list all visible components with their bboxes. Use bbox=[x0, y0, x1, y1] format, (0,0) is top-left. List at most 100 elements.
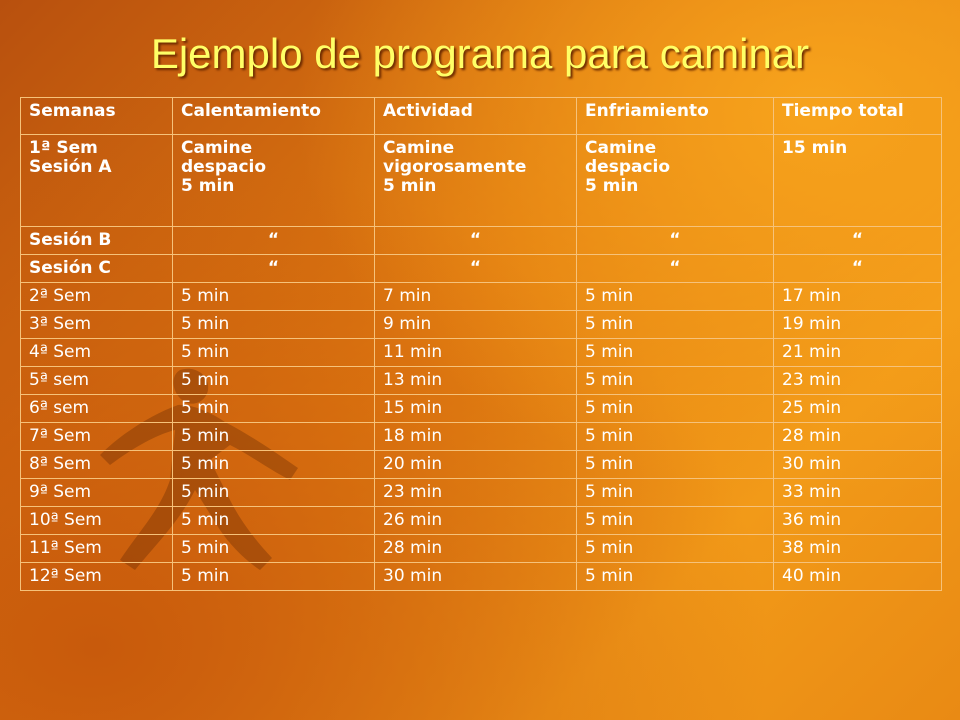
total-cell: 17 min bbox=[773, 282, 942, 311]
ditto-mark: “ bbox=[576, 226, 774, 255]
session-label: Sesión C bbox=[20, 254, 173, 283]
total-cell: 33 min bbox=[773, 478, 942, 507]
table-row: 5ª sem 5 min 13 min 5 min 23 min bbox=[20, 366, 942, 395]
ditto-mark: “ bbox=[374, 254, 577, 283]
week-cell: 11ª Sem bbox=[20, 534, 173, 563]
activity-line: Camine bbox=[383, 138, 455, 158]
warmup-cell: 5 min bbox=[172, 282, 375, 311]
ditto-mark: “ bbox=[576, 254, 774, 283]
week-cell: 7ª Sem bbox=[20, 422, 173, 451]
warmup-cell: 5 min bbox=[172, 394, 375, 423]
activity-cell: 28 min bbox=[374, 534, 577, 563]
header-calentamiento: Calentamiento bbox=[172, 97, 375, 135]
warmup-cell: 5 min bbox=[172, 506, 375, 535]
cooldown-cell: 5 min bbox=[576, 282, 774, 311]
total-cell: 30 min bbox=[773, 450, 942, 479]
table-row: 10ª Sem 5 min 26 min 5 min 36 min bbox=[20, 506, 942, 535]
warmup-cell: Camine despacio 5 min bbox=[172, 134, 375, 227]
activity-cell: 9 min bbox=[374, 310, 577, 339]
table-row-session-c: Sesión C “ “ “ “ bbox=[20, 254, 942, 283]
table-row-week1-session-a: 1ª Sem Sesión A Camine despacio 5 min Ca… bbox=[20, 134, 942, 227]
cooldown-line: despacio bbox=[585, 157, 671, 177]
table-row: 6ª sem 5 min 15 min 5 min 25 min bbox=[20, 394, 942, 423]
warmup-line: despacio bbox=[181, 157, 267, 177]
activity-cell: 20 min bbox=[374, 450, 577, 479]
ditto-mark: “ bbox=[172, 226, 375, 255]
cooldown-cell: 5 min bbox=[576, 310, 774, 339]
cooldown-cell: 5 min bbox=[576, 422, 774, 451]
warmup-line: 5 min bbox=[181, 176, 235, 196]
warmup-cell: 5 min bbox=[172, 534, 375, 563]
week-cell: 6ª sem bbox=[20, 394, 173, 423]
warmup-cell: 5 min bbox=[172, 338, 375, 367]
warmup-cell: 5 min bbox=[172, 366, 375, 395]
week-cell: 2ª Sem bbox=[20, 282, 173, 311]
header-enfriamiento: Enfriamiento bbox=[576, 97, 774, 135]
header-semanas: Semanas bbox=[20, 97, 173, 135]
week-cell: 1ª Sem Sesión A bbox=[20, 134, 173, 227]
total-cell: 25 min bbox=[773, 394, 942, 423]
total-cell: 21 min bbox=[773, 338, 942, 367]
activity-cell: 13 min bbox=[374, 366, 577, 395]
week-cell: 10ª Sem bbox=[20, 506, 173, 535]
cooldown-cell: 5 min bbox=[576, 450, 774, 479]
warmup-cell: 5 min bbox=[172, 478, 375, 507]
table-row: 7ª Sem 5 min 18 min 5 min 28 min bbox=[20, 422, 942, 451]
warmup-cell: 5 min bbox=[172, 450, 375, 479]
activity-cell: 23 min bbox=[374, 478, 577, 507]
activity-cell: 30 min bbox=[374, 562, 577, 591]
cooldown-cell: 5 min bbox=[576, 534, 774, 563]
week-cell: 4ª Sem bbox=[20, 338, 173, 367]
total-cell: 28 min bbox=[773, 422, 942, 451]
activity-cell: 18 min bbox=[374, 422, 577, 451]
activity-cell: 15 min bbox=[374, 394, 577, 423]
week-cell: 3ª Sem bbox=[20, 310, 173, 339]
activity-cell: 26 min bbox=[374, 506, 577, 535]
header-tiempo-total: Tiempo total bbox=[773, 97, 942, 135]
total-cell: 38 min bbox=[773, 534, 942, 563]
table-row-session-b: Sesión B “ “ “ “ bbox=[20, 226, 942, 255]
ditto-mark: “ bbox=[773, 254, 942, 283]
total-cell: 23 min bbox=[773, 366, 942, 395]
cooldown-cell: 5 min bbox=[576, 338, 774, 367]
table-row: 9ª Sem 5 min 23 min 5 min 33 min bbox=[20, 478, 942, 507]
cooldown-cell: 5 min bbox=[576, 394, 774, 423]
warmup-cell: 5 min bbox=[172, 422, 375, 451]
ditto-mark: “ bbox=[773, 226, 942, 255]
cooldown-cell: 5 min bbox=[576, 478, 774, 507]
session-label: Sesión B bbox=[20, 226, 173, 255]
header-actividad: Actividad bbox=[374, 97, 577, 135]
week-cell: 8ª Sem bbox=[20, 450, 173, 479]
session-label: Sesión A bbox=[29, 157, 112, 177]
table-row: 2ª Sem 5 min 7 min 5 min 17 min bbox=[20, 282, 942, 311]
total-cell: 15 min bbox=[773, 134, 942, 227]
table-header-row: Semanas Calentamiento Actividad Enfriami… bbox=[20, 97, 942, 135]
ditto-mark: “ bbox=[374, 226, 577, 255]
week-cell: 9ª Sem bbox=[20, 478, 173, 507]
activity-cell: 11 min bbox=[374, 338, 577, 367]
walking-program-table: Semanas Calentamiento Actividad Enfriami… bbox=[20, 97, 942, 591]
cooldown-cell: 5 min bbox=[576, 366, 774, 395]
total-cell: 40 min bbox=[773, 562, 942, 591]
cooldown-cell: Camine despacio 5 min bbox=[576, 134, 774, 227]
page-title: Ejemplo de programa para caminar bbox=[150, 30, 810, 77]
week-cell: 12ª Sem bbox=[20, 562, 173, 591]
total-cell: 36 min bbox=[773, 506, 942, 535]
activity-line: vigorosamente bbox=[383, 157, 527, 177]
cooldown-cell: 5 min bbox=[576, 562, 774, 591]
table-row: 3ª Sem 5 min 9 min 5 min 19 min bbox=[20, 310, 942, 339]
ditto-mark: “ bbox=[172, 254, 375, 283]
table-row: 12ª Sem 5 min 30 min 5 min 40 min bbox=[20, 562, 942, 591]
table-row: 8ª Sem 5 min 20 min 5 min 30 min bbox=[20, 450, 942, 479]
week-cell: 5ª sem bbox=[20, 366, 173, 395]
cooldown-line: 5 min bbox=[585, 176, 639, 196]
cooldown-cell: 5 min bbox=[576, 506, 774, 535]
activity-cell: 7 min bbox=[374, 282, 577, 311]
activity-cell: Camine vigorosamente 5 min bbox=[374, 134, 577, 227]
table-row: 11ª Sem 5 min 28 min 5 min 38 min bbox=[20, 534, 942, 563]
cooldown-line: Camine bbox=[585, 138, 657, 158]
warmup-line: Camine bbox=[181, 138, 253, 158]
warmup-cell: 5 min bbox=[172, 310, 375, 339]
total-cell: 19 min bbox=[773, 310, 942, 339]
warmup-cell: 5 min bbox=[172, 562, 375, 591]
